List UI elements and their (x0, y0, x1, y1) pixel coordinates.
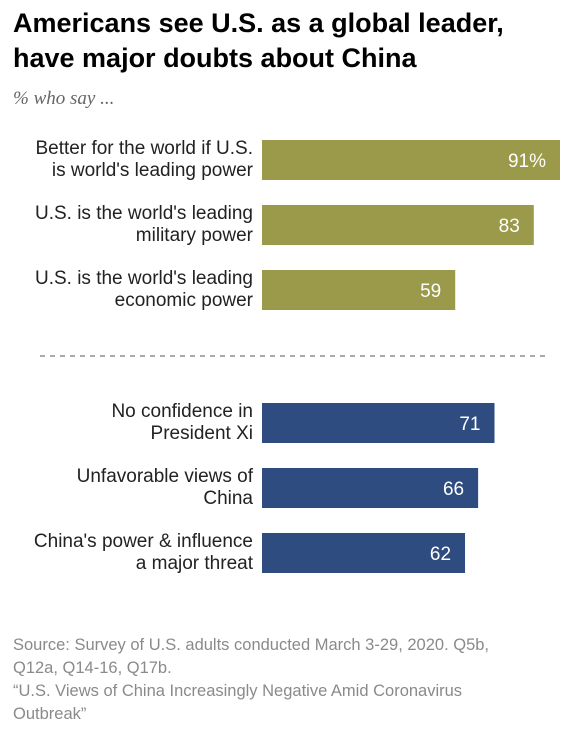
bar (262, 140, 560, 180)
bar-value-label: 66 (443, 479, 464, 500)
bar-value-label: 71 (459, 414, 480, 435)
source-note: Source: Survey of U.S. adults conducted … (13, 634, 553, 726)
bar-category-label: U.S. is the world's leading military powe… (35, 203, 254, 246)
bar-category-label: Better for the world if U.S. is world's l… (35, 138, 253, 181)
bar-value-label: 91% (508, 151, 546, 172)
chart-title: Americans see U.S. as a global leader, h… (13, 8, 504, 73)
bar-category-label: No confidence in President Xi (111, 401, 253, 444)
bar (262, 270, 456, 310)
source-citation: Source: Survey of U.S. adults conducted … (13, 636, 490, 677)
bar (262, 468, 479, 508)
report-title: “U.S. Views of China Increasingly Negati… (13, 682, 463, 723)
bar-category-label: Unfavorable views of China (77, 466, 254, 509)
bar-category-label: China's power & influence a major threat (34, 531, 254, 574)
bar-value-label: 59 (420, 281, 441, 302)
bar (262, 205, 534, 245)
bar-value-label: 83 (499, 216, 520, 237)
bar (262, 533, 466, 573)
bar-value-label: 62 (430, 544, 451, 565)
bar (262, 403, 495, 443)
bar-category-label: U.S. is the world's leading economic powe… (35, 268, 254, 311)
chart-subtitle: % who say ... (13, 88, 115, 109)
